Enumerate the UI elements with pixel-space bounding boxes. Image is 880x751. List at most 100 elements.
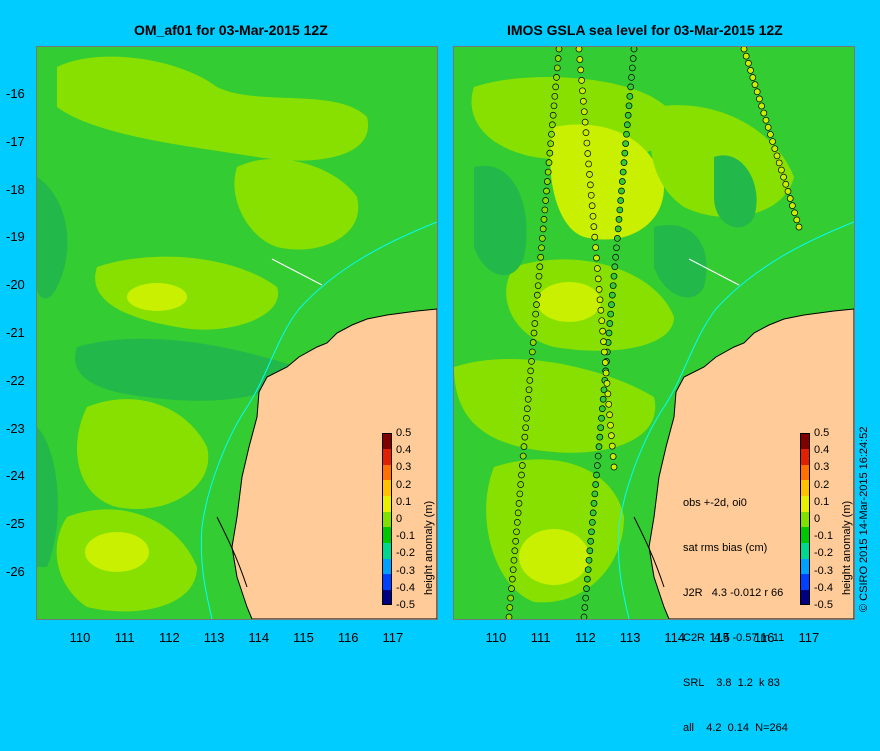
- track-point: [518, 462, 526, 469]
- colorbar-segment: [800, 558, 810, 575]
- track-point: [597, 424, 605, 432]
- anomaly-low-region: [75, 338, 297, 401]
- track-point: [548, 130, 555, 138]
- x-tick-label: 116: [753, 630, 775, 645]
- colorbar-frame: [382, 433, 392, 605]
- colorbar-tick-label: -0.4: [396, 581, 415, 594]
- right-map: [453, 46, 855, 620]
- colorbar-tick-label: 0.5: [814, 427, 830, 439]
- track-point: [795, 223, 803, 231]
- colorbar-segment: [800, 495, 810, 512]
- track-point: [578, 76, 585, 84]
- track-point: [589, 509, 597, 517]
- track-point: [623, 121, 631, 129]
- track-point: [605, 329, 613, 337]
- left-map-svg: [37, 47, 437, 619]
- track-point: [764, 123, 772, 131]
- track-point: [549, 111, 557, 119]
- colorbar-tick-label: -0.5: [814, 599, 833, 611]
- track-point: [581, 118, 589, 126]
- track-point: [758, 102, 765, 110]
- track-point: [590, 500, 598, 507]
- track-point: [552, 83, 560, 91]
- track-point: [599, 327, 606, 335]
- track-point: [543, 187, 550, 195]
- track-point: [513, 528, 520, 536]
- track-point: [627, 83, 635, 91]
- track-point: [576, 56, 584, 63]
- track-point: [769, 138, 776, 145]
- right-panel-title: IMOS GSLA sea level for 03-Mar-2015 12Z: [507, 22, 783, 38]
- track-point: [614, 225, 622, 233]
- track-point: [550, 102, 558, 110]
- track-point: [604, 390, 612, 398]
- x-tick-label: 111: [530, 630, 551, 645]
- track-point: [583, 139, 591, 147]
- track-point: [543, 178, 551, 185]
- anomaly-peak: [550, 124, 664, 240]
- colorbar-tick-label: 0: [814, 513, 821, 525]
- track-point: [520, 443, 528, 450]
- track-point: [575, 47, 583, 53]
- track-point: [541, 206, 549, 214]
- track-point: [608, 301, 615, 308]
- colorbar-segment: [800, 433, 810, 450]
- track-point: [598, 317, 606, 325]
- x-tick-label: 110: [485, 630, 507, 645]
- stats-row: all 4.2 0.14 N=264: [683, 722, 788, 734]
- track-point: [780, 173, 787, 181]
- left-map: [36, 46, 438, 620]
- colorbar-segment: [800, 479, 810, 497]
- track-point: [747, 67, 754, 74]
- track-point: [767, 131, 774, 138]
- track-point: [533, 301, 540, 308]
- colorbar-tick-label: 0.1: [396, 495, 412, 508]
- track-point: [609, 282, 617, 290]
- colorbar-segment: [382, 573, 392, 590]
- track-point: [528, 358, 535, 365]
- track-point: [626, 92, 634, 100]
- colorbar-segment: [800, 526, 810, 543]
- track-point: [594, 265, 601, 272]
- track-point: [528, 348, 536, 356]
- x-tick-label: 111: [114, 630, 135, 645]
- anomaly-high-region: [95, 256, 279, 330]
- anomaly-low-region: [37, 177, 68, 299]
- colorbar-tick-label: 0.4: [396, 444, 412, 457]
- track-point: [529, 339, 537, 346]
- track-point: [518, 471, 525, 479]
- track-point: [753, 88, 761, 96]
- track-point: [608, 432, 615, 439]
- track-point: [594, 452, 602, 460]
- colorbar-tick-label: -0.1: [396, 530, 415, 543]
- anomaly-high-region: [57, 56, 369, 161]
- track-point: [751, 81, 759, 88]
- track-point: [793, 216, 801, 224]
- track-point: [608, 442, 616, 450]
- track-point: [509, 566, 517, 574]
- track-point: [629, 55, 637, 62]
- x-tick-label: 112: [575, 630, 596, 645]
- track-point: [624, 111, 632, 119]
- track-point: [553, 64, 561, 72]
- x-tick-label: 115: [293, 630, 314, 645]
- track-point: [539, 225, 547, 233]
- track-point: [775, 159, 783, 167]
- track-point: [606, 320, 614, 327]
- track-point: [524, 395, 532, 403]
- track-point: [515, 500, 523, 507]
- track-point: [595, 286, 603, 293]
- track-point: [594, 275, 602, 283]
- track-point: [519, 452, 527, 460]
- track-point: [516, 490, 524, 498]
- anomaly-high-region: [77, 399, 209, 509]
- track-point: [585, 556, 593, 564]
- track-point: [532, 310, 540, 318]
- track-point: [554, 55, 562, 62]
- anomaly-peak: [85, 532, 149, 572]
- track-point: [593, 462, 601, 469]
- track-point: [584, 566, 592, 574]
- track-point: [586, 171, 593, 178]
- track-point: [618, 187, 625, 195]
- track-point: [622, 140, 630, 148]
